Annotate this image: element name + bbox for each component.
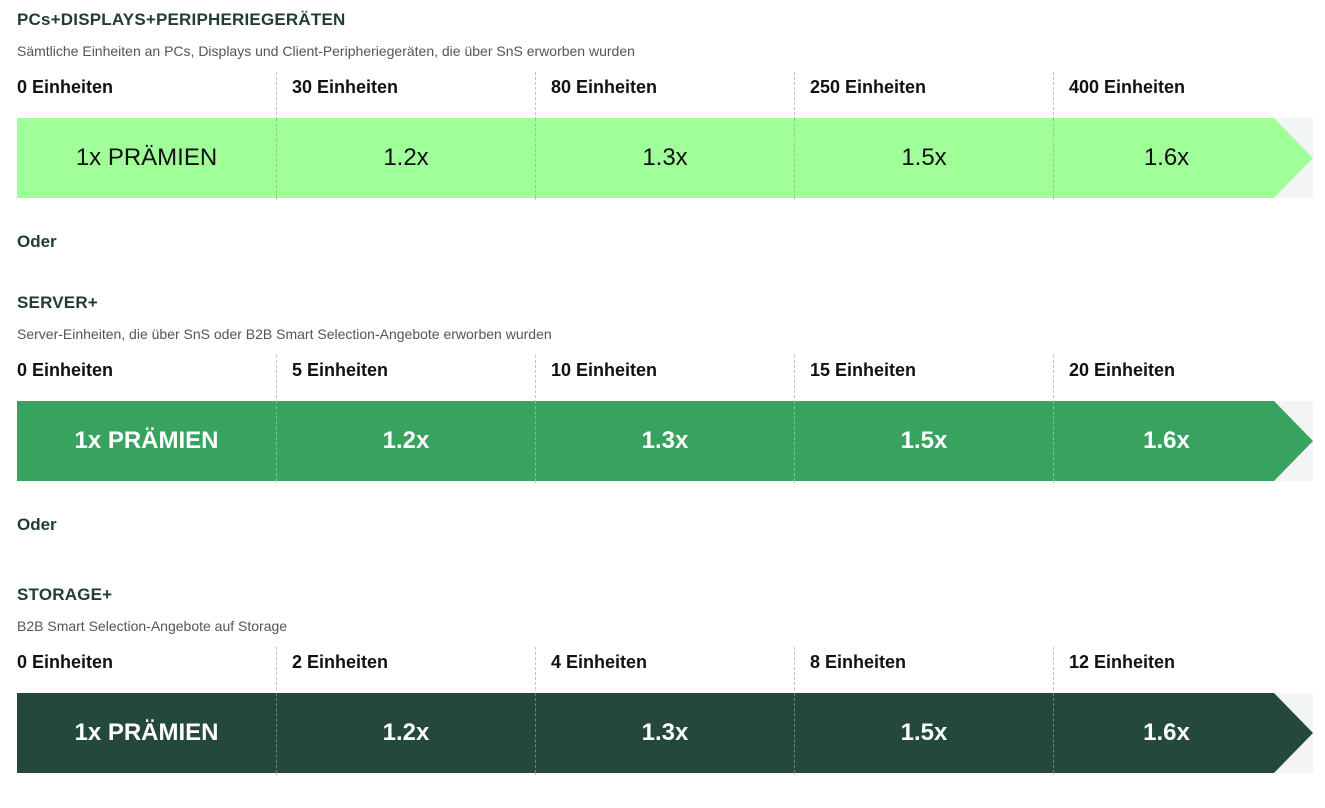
multiplier-value: 1.3x <box>641 719 689 746</box>
threshold-label: 20 Einheiten <box>1069 360 1176 380</box>
multiplier-cell: 1.2x <box>276 693 535 773</box>
multiplier-cell: 1x PRÄMIEN <box>17 693 276 773</box>
multiplier-cell: 1.5x <box>794 118 1053 198</box>
section-title: SERVER+ <box>17 293 98 312</box>
threshold-column: 0 Einheiten <box>17 647 276 775</box>
multiplier-value: 1.6x <box>1143 719 1190 746</box>
multiplier-value: 1.2x <box>383 144 429 171</box>
threshold-label: 250 Einheiten <box>810 77 927 97</box>
threshold-column: 0 Einheiten <box>17 72 276 200</box>
separator-oder: Oder <box>17 515 57 534</box>
multiplier-value: 1.2x <box>382 427 430 454</box>
arrow-bar-shape <box>17 401 1313 481</box>
multiplier-bar: 1x PRÄMIEN 1.2x 1.3x 1.5x 1.6x <box>17 118 1313 198</box>
multiplier-cell: 1.3x <box>535 401 794 481</box>
threshold-label: 0 Einheiten <box>17 77 114 97</box>
separator-oder: Oder <box>17 232 57 251</box>
multiplier-value: 1.5x <box>901 144 947 171</box>
threshold-label: 0 Einheiten <box>17 360 114 380</box>
multiplier-cell: 1.3x <box>535 693 794 773</box>
tier-storage: STORAGE+ B2B Smart Selection-Angebote au… <box>17 585 1313 785</box>
threshold-label: 15 Einheiten <box>810 360 917 380</box>
section-subtitle: B2B Smart Selection-Angebote auf Storage <box>17 618 288 634</box>
multiplier-cell: 1x PRÄMIEN <box>17 118 276 198</box>
multiplier-cell: 1.3x <box>535 118 794 198</box>
threshold-column: 0 Einheiten <box>17 355 276 483</box>
section-subtitle: Sämtliche Einheiten an PCs, Displays und… <box>17 43 635 59</box>
multiplier-cell: 1.6x <box>1053 401 1279 481</box>
multiplier-cell: 1.5x <box>794 693 1053 773</box>
threshold-label: 10 Einheiten <box>551 360 658 380</box>
multiplier-value: 1.3x <box>642 144 688 171</box>
tier-pcs-displays: PCs+DISPLAYS+PERIPHERIEGERÄTEN Sämtliche… <box>17 10 1313 210</box>
section-title: PCs+DISPLAYS+PERIPHERIEGERÄTEN <box>17 10 346 29</box>
multiplier-cell: 1x PRÄMIEN <box>17 401 276 481</box>
arrow-bar-shape <box>17 693 1313 773</box>
multiplier-cell: 1.6x <box>1053 118 1279 198</box>
multiplier-cell: 1.2x <box>276 118 535 198</box>
multiplier-value: 1.6x <box>1143 144 1190 171</box>
threshold-label: 4 Einheiten <box>551 652 648 672</box>
multiplier-cell: 1.5x <box>794 401 1053 481</box>
multiplier-value: 1.3x <box>641 427 689 454</box>
multiplier-value: 1x PRÄMIEN <box>75 144 218 171</box>
multiplier-cell: 1.6x <box>1053 693 1279 773</box>
multiplier-value: 1x PRÄMIEN <box>74 427 219 454</box>
threshold-row: 0 Einheiten 30 Einheiten 80 Einheiten 25… <box>17 72 1313 200</box>
threshold-label: 2 Einheiten <box>292 652 389 672</box>
threshold-label: 8 Einheiten <box>810 652 907 672</box>
section-title: STORAGE+ <box>17 585 113 604</box>
threshold-label: 0 Einheiten <box>17 652 114 672</box>
multiplier-value: 1.5x <box>900 427 948 454</box>
threshold-label: 30 Einheiten <box>292 77 399 97</box>
multiplier-value: 1.6x <box>1143 427 1190 454</box>
multiplier-value: 1.5x <box>900 719 948 746</box>
section-subtitle: Server-Einheiten, die über SnS oder B2B … <box>17 326 552 342</box>
threshold-label: 5 Einheiten <box>292 360 389 380</box>
tier-server: SERVER+ Server-Einheiten, die über SnS o… <box>17 293 1313 493</box>
multiplier-value: 1x PRÄMIEN <box>74 719 219 746</box>
multiplier-bar: 1x PRÄMIEN 1.2x 1.3x 1.5x 1.6x <box>17 693 1313 773</box>
threshold-label: 80 Einheiten <box>551 77 658 97</box>
threshold-label: 12 Einheiten <box>1069 652 1176 672</box>
multiplier-bar: 1x PRÄMIEN 1.2x 1.3x 1.5x 1.6x <box>17 401 1313 481</box>
multiplier-cell: 1.2x <box>276 401 535 481</box>
threshold-label: 400 Einheiten <box>1069 77 1186 97</box>
multiplier-value: 1.2x <box>382 719 430 746</box>
arrow-bar-shape <box>17 118 1313 198</box>
